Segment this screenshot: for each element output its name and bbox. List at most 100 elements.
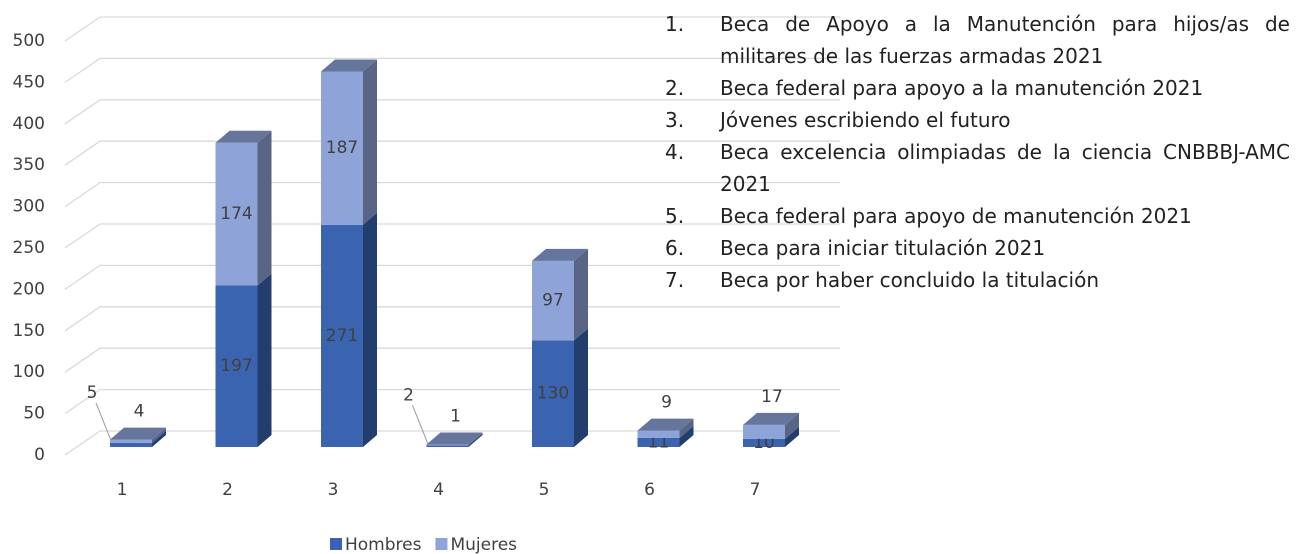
bar-segment	[532, 248, 588, 341]
bar-side	[574, 248, 588, 341]
grid-line	[64, 430, 840, 456]
note-marker: 7.	[665, 268, 685, 292]
grid-line	[64, 181, 840, 208]
note-item: 3. Jóvenes escribiendo el futuro	[665, 104, 1295, 136]
bar-front	[426, 445, 469, 447]
data-label: 97	[542, 291, 564, 311]
bar-top	[321, 59, 377, 72]
note-text: Beca federal para apoyo a la manutención…	[720, 76, 1204, 100]
note-item: 7. Beca por haber concluido la titulación	[665, 264, 1295, 296]
grid-line	[64, 16, 840, 42]
bar-top	[215, 130, 272, 143]
x-tick-label: 2	[222, 480, 233, 500]
data-label: 1	[450, 407, 461, 427]
note-item: 5. Beca federal para apoyo de manutención…	[665, 200, 1295, 232]
bar-side	[679, 418, 694, 438]
data-label: 187	[326, 138, 358, 158]
bar-top	[637, 418, 694, 431]
x-tick-label: 1	[117, 480, 128, 500]
bar-side	[257, 273, 272, 447]
bar-front	[110, 442, 152, 447]
grid-line	[64, 388, 840, 415]
data-label: 17	[761, 387, 783, 407]
bar-top	[426, 432, 483, 445]
data-label: 130	[537, 384, 569, 404]
leader-line	[95, 402, 113, 444]
bar-front	[532, 260, 574, 341]
grid-line	[64, 223, 840, 249]
note-text: Beca federal para apoyo de manutención 2…	[720, 204, 1192, 228]
note-marker: 1.	[665, 12, 685, 36]
bar-segment	[637, 425, 694, 447]
bar-side	[574, 328, 588, 447]
bar-front	[532, 340, 574, 447]
grid-line	[64, 140, 840, 166]
note-text: Jóvenes escribiendo el futuro	[720, 108, 1011, 132]
data-label: 174	[220, 204, 252, 224]
x-tick-label: 4	[433, 480, 444, 500]
data-label: 5	[87, 383, 98, 403]
bar-top	[532, 248, 588, 261]
bar-top	[110, 427, 166, 440]
bar-side	[363, 212, 377, 447]
note-marker: 3.	[665, 108, 685, 132]
bar-side	[679, 425, 694, 447]
bar-front	[743, 438, 785, 447]
y-tick-label: 250	[13, 238, 45, 258]
note-marker: 6.	[665, 236, 685, 260]
notes-list: 1. Beca de Apoyo a la Manutención para hi…	[665, 8, 1295, 296]
grid-line	[64, 264, 840, 290]
note-marker: 2.	[665, 76, 685, 100]
bar-segment	[321, 59, 377, 225]
y-tick-label: 500	[13, 31, 45, 51]
bar-side	[468, 432, 483, 446]
bar-side	[363, 59, 377, 225]
note-marker: 4.	[665, 140, 685, 164]
legend-swatch	[435, 538, 448, 550]
note-item: 4. Beca excelencia olimpiadas de la cienc…	[665, 136, 1295, 200]
note-text: Beca para iniciar titulación 2021	[720, 236, 1046, 260]
bar-side	[152, 430, 166, 447]
y-tick-label: 450	[13, 72, 45, 92]
bar-side	[785, 412, 799, 439]
y-tick-label: 50	[23, 404, 45, 424]
bar-segment	[426, 433, 483, 447]
bar-front	[110, 439, 152, 443]
bar-segment	[426, 432, 483, 446]
note-marker: 5.	[665, 204, 685, 228]
grid-line	[64, 99, 840, 125]
grid-line	[64, 57, 840, 83]
legend-label: Mujeres	[450, 535, 517, 554]
bar-side	[785, 426, 799, 447]
y-tick-label: 350	[13, 155, 45, 175]
data-label: 271	[326, 326, 358, 346]
note-item: 1. Beca de Apoyo a la Manutención para hi…	[665, 8, 1295, 72]
y-tick-label: 150	[13, 321, 45, 341]
grid-line	[64, 306, 840, 332]
bar-segment	[110, 430, 166, 447]
bar-front	[215, 142, 258, 286]
x-tick-label: 3	[328, 480, 339, 500]
legend-label: Hombres	[345, 535, 422, 554]
bar-segment	[532, 328, 588, 447]
bar-front	[215, 285, 258, 447]
bar-segment	[637, 418, 694, 438]
bar-front	[321, 71, 363, 225]
bar-front	[743, 424, 785, 439]
note-text: Beca por haber concluido la titulación	[720, 268, 1100, 292]
x-tick-label: 7	[750, 480, 761, 500]
bar-side	[152, 427, 166, 443]
y-tick-label: 100	[13, 362, 45, 382]
data-label: 9	[661, 393, 672, 413]
bar-segment	[743, 412, 799, 439]
x-tick-label: 6	[644, 480, 655, 500]
note-text: Beca excelencia olimpiadas de la ciencia…	[720, 140, 1290, 196]
bar-front	[426, 444, 469, 446]
bar-segment	[215, 130, 272, 286]
bar-segment	[110, 427, 166, 443]
y-tick-label: 400	[13, 114, 45, 134]
bar-segment	[321, 212, 377, 447]
data-label: 197	[220, 356, 252, 376]
